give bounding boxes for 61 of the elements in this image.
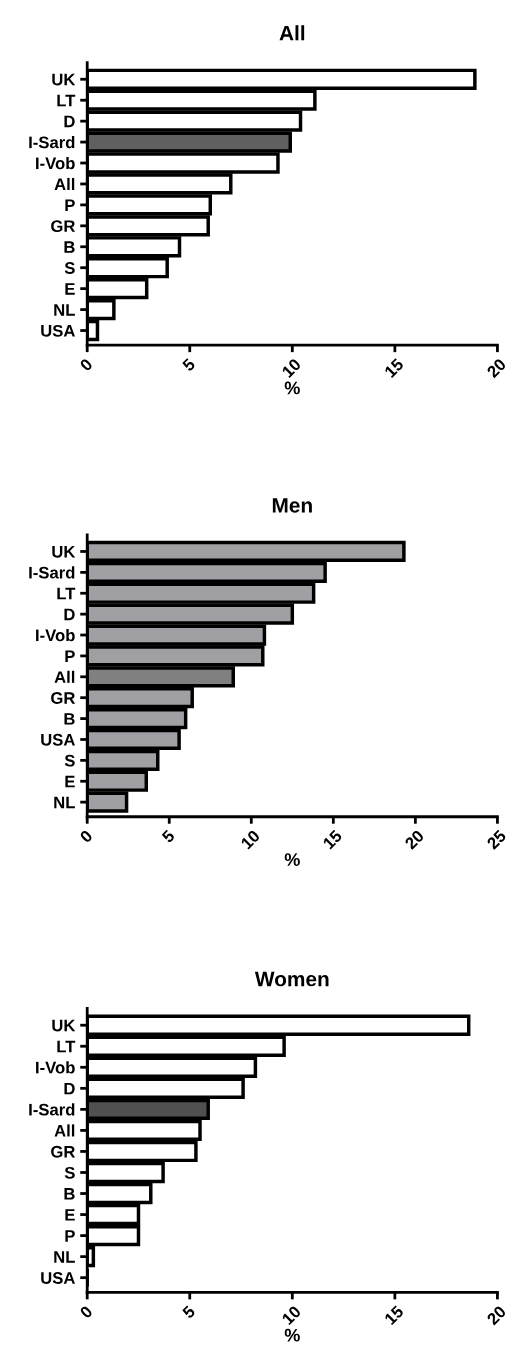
y-tick-label: D: [64, 115, 75, 128]
y-tick-label: B: [64, 713, 75, 725]
x-tick-label: 0: [79, 1305, 94, 1319]
x-tick-label: 0: [79, 357, 94, 372]
y-tick-label: I-Sard: [29, 566, 75, 579]
chart-title: All: [279, 25, 305, 41]
x-tick-label: 15: [384, 1304, 405, 1326]
y-tick-label: P: [65, 1230, 75, 1242]
y-tick-label: I-Vob: [36, 1061, 75, 1074]
y-tick-label: E: [65, 1209, 75, 1221]
y-tick-label: USA: [41, 1272, 75, 1284]
x-tick-label: 25: [486, 829, 507, 850]
y-tick-label: All: [54, 1124, 75, 1137]
y-tick-label: UK: [52, 73, 76, 86]
y-tick-label: All: [54, 177, 75, 190]
y-tick-label: I-Vob: [36, 628, 75, 642]
x-tick-label: 15: [322, 829, 343, 850]
y-tick-label: B: [64, 241, 75, 253]
x-axis-title: %: [284, 853, 300, 866]
y-tick-label: I-Sard: [29, 1103, 75, 1116]
x-tick-label: 10: [240, 829, 261, 850]
y-tick-label: E: [65, 283, 75, 295]
y-tick-label: UK: [52, 546, 76, 558]
y-tick-label: D: [64, 608, 75, 621]
y-tick-label: UK: [52, 1019, 76, 1032]
y-tick-label: GR: [51, 692, 76, 704]
x-tick-label: 10: [281, 1305, 302, 1326]
chart-title: Men: [272, 498, 312, 513]
y-tick-label: GR: [51, 220, 76, 233]
y-tick-label: NL: [54, 796, 75, 809]
y-tick-label: LT: [57, 1040, 76, 1053]
y-tick-label: I-Sard: [29, 136, 75, 149]
x-tick-label: 0: [79, 829, 94, 844]
x-tick-label: 5: [161, 829, 176, 844]
y-tick-label: LT: [57, 587, 76, 600]
y-tick-label: USA: [41, 324, 75, 337]
y-tick-label: P: [65, 650, 75, 662]
x-tick-label: 15: [384, 357, 405, 379]
x-tick-label: 10: [281, 357, 302, 379]
x-tick-label: 5: [181, 1304, 196, 1320]
x-tick-label: 20: [486, 357, 507, 379]
y-tick-label: GR: [51, 1145, 76, 1158]
y-tick-label: NL: [54, 1251, 75, 1263]
y-tick-label: LT: [57, 94, 76, 107]
x-axis-title: %: [284, 1328, 300, 1342]
y-tick-label: NL: [54, 304, 75, 316]
x-tick-label: 20: [404, 829, 425, 850]
x-tick-label: 20: [486, 1305, 507, 1326]
y-tick-label: B: [64, 1188, 75, 1200]
y-tick-label: P: [65, 199, 75, 211]
y-tick-label: S: [64, 754, 75, 767]
y-tick-label: S: [64, 262, 75, 274]
y-tick-label: D: [64, 1082, 75, 1095]
chart-title: Women: [254, 971, 329, 987]
y-tick-label: USA: [41, 733, 75, 746]
y-tick-label: S: [64, 1166, 75, 1179]
y-tick-label: I-Vob: [36, 156, 75, 170]
x-tick-label: 5: [181, 357, 196, 372]
y-tick-label: All: [54, 670, 75, 683]
y-tick-label: E: [65, 775, 75, 788]
x-axis-title: %: [284, 381, 300, 395]
